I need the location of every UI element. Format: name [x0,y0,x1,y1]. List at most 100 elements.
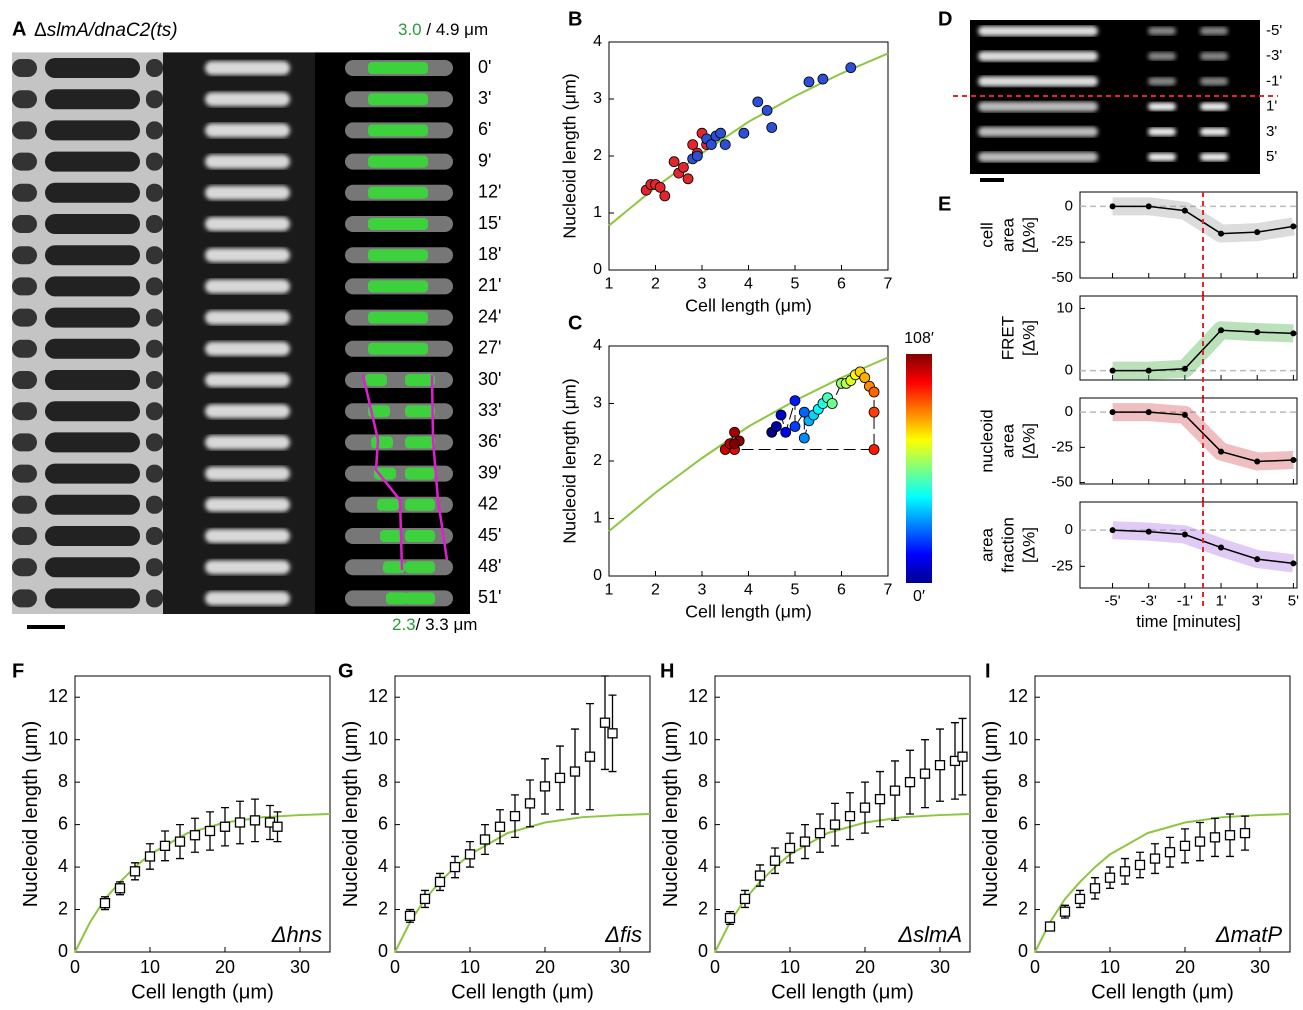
y-tick-label: 12 [368,686,388,706]
cell [146,402,163,421]
mean-marker [159,840,171,851]
mean-marker [739,893,751,905]
point [719,139,731,151]
x-tick-label: 10 [460,957,480,977]
cell [12,90,37,109]
time-label: 0' [478,57,491,77]
mean-marker [1089,883,1101,894]
panel-label: E [938,193,951,215]
nucleoid-signal [1148,77,1176,86]
y-tick-label: 6 [58,813,68,833]
cell [146,527,163,545]
mean-marker [1149,853,1161,864]
cell [45,151,140,172]
nucleoid-signal [205,154,290,169]
x-tick-label: 20 [535,957,555,977]
nucleoid-signal [205,123,290,138]
mean-marker [844,810,856,822]
time-label: 21' [478,275,501,295]
colorbar [906,354,932,583]
mean-point [1145,203,1152,210]
cell [146,121,163,140]
x-tick-label: 30 [290,957,310,977]
cell [146,277,163,296]
x-tick-label: 30 [610,957,630,977]
mean-marker [724,912,736,924]
cell [146,308,163,327]
panel-label: D [938,8,952,30]
mean-marker [1179,840,1191,851]
cell [12,277,37,296]
title-name: slmA/dnaC2(ts) [47,20,178,41]
strain-title: ΔslmA/dnaC2(ts) [34,20,178,41]
x-tick-label: 6 [837,582,846,599]
y-tick-label: 12 [1008,686,1028,706]
cell [45,89,140,110]
mean-marker [1104,872,1116,883]
mean-point [1218,230,1225,237]
length-annotation: 2.3/ 3.3 μm [392,615,477,634]
point [705,139,717,151]
point [780,426,792,438]
mean-marker [1119,866,1131,877]
y-tick-label: -25 [1051,557,1073,574]
cell-signal [978,76,1098,87]
nucleoid-mask [405,530,435,542]
y-axis-label: Nucleoid length (μm) [559,73,579,239]
point [678,161,689,173]
axes-frame [714,675,971,953]
mean-point [1145,409,1152,416]
nucleoid-signal [205,466,290,481]
y-tick-label: 2 [378,898,388,918]
point [687,139,699,151]
cell [12,402,37,421]
y-axis-label: Nucleoid length (μm) [340,721,362,907]
cell [45,307,140,328]
nucleoid-mask [368,405,390,418]
mean-point [1109,409,1116,416]
strain-annotation: ΔmatP [1215,922,1282,947]
nucleoid-signal [205,497,290,512]
nucleoid-mask [405,405,435,418]
nucleoid-signal [205,435,290,450]
cell [12,215,37,233]
y-tick-label: 10 [368,728,388,748]
x-tick-label: 5' [1288,592,1299,609]
x-tick-label: 20 [215,957,235,977]
cell [45,370,140,390]
mean-point [1218,327,1225,334]
cell [45,494,140,515]
y-tick-label: 2 [593,147,602,164]
strain-annotation: Δhns [271,922,322,947]
x-tick-label: 0 [1030,957,1040,977]
point [691,150,703,162]
mean-marker [904,777,916,788]
mean-marker [1209,832,1221,843]
cell [12,183,37,202]
point [771,421,782,432]
nucleoid-mask [368,62,428,74]
cell-signal [978,126,1098,137]
mean-point [1254,458,1261,465]
point [868,444,880,455]
y-tick-label: 2 [698,898,708,918]
point [682,173,694,185]
y-tick-label: 3 [593,395,602,412]
axes-frame [74,675,331,953]
nucleoid-signal [205,185,290,200]
time-label: 12' [478,182,501,202]
nucleoid-signal [1200,77,1228,86]
mean-marker [889,785,901,796]
mean-point [1254,329,1261,336]
mean-marker [404,910,416,922]
y-tick-label: 12 [48,686,68,706]
mean-marker [272,821,283,832]
axes-frame [394,675,651,953]
panel-label: A [12,18,26,40]
y-tick-label: 0 [698,941,708,961]
y-tick-label: 10 [688,728,708,748]
mean-point [1181,531,1188,538]
mean-point [1218,448,1225,455]
fit-curve [608,356,889,532]
nucleoid-signal [205,279,290,294]
